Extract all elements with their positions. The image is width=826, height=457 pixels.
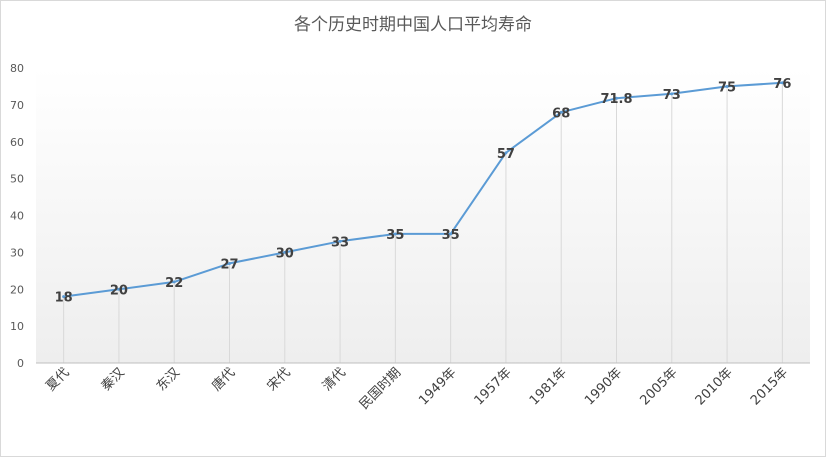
y-tick-label: 40 [10, 210, 24, 223]
data-label: 35 [442, 228, 460, 243]
x-tick-label: 1990年 [582, 365, 625, 408]
y-tick-label: 20 [10, 283, 24, 296]
series-line [63, 81, 783, 298]
data-point [62, 295, 66, 299]
x-tick-label: 1949年 [416, 365, 459, 408]
x-tick-label: 秦汉 [99, 365, 128, 394]
data-point [725, 84, 729, 88]
data-label: 68 [552, 106, 570, 121]
data-label: 71.8 [600, 92, 632, 107]
y-tick-label: 10 [10, 320, 24, 333]
data-label: 22 [165, 276, 183, 291]
x-tick-label: 2005年 [637, 365, 680, 408]
x-tick-label: 民国时期 [357, 365, 404, 412]
data-point [615, 96, 618, 100]
data-label: 57 [497, 147, 515, 162]
x-tick-label: 1981年 [527, 365, 570, 408]
data-point [780, 81, 784, 85]
x-tick-label: 2015年 [748, 365, 791, 408]
x-tick-label: 东汉 [154, 365, 183, 394]
y-tick-label: 50 [10, 173, 24, 186]
data-point [338, 239, 342, 243]
data-label: 27 [220, 257, 238, 272]
data-label: 30 [276, 246, 294, 261]
data-point [117, 287, 121, 291]
data-point [504, 151, 508, 155]
y-tick-label: 80 [10, 62, 24, 75]
data-point [670, 92, 674, 96]
y-tick-label: 30 [10, 246, 24, 259]
data-label: 18 [55, 291, 73, 306]
plot-area [36, 68, 810, 363]
y-tick-label: 70 [10, 99, 24, 112]
data-point [393, 232, 397, 236]
x-tick-label: 清代 [320, 365, 349, 394]
chart-title: 各个历史时期中国人口平均寿命 [294, 15, 532, 35]
x-tick-label: 夏代 [43, 365, 72, 394]
y-tick-label: 0 [17, 357, 24, 370]
data-label: 20 [110, 283, 128, 298]
x-tick-label: 1957年 [472, 365, 515, 408]
data-point [449, 232, 453, 236]
data-point [283, 250, 287, 254]
data-label: 33 [331, 235, 349, 250]
data-label: 73 [663, 88, 681, 103]
x-tick-label: 宋代 [265, 365, 294, 394]
y-tick-label: 60 [10, 136, 24, 149]
data-label: 75 [718, 80, 736, 95]
data-point [559, 110, 563, 114]
data-point [228, 261, 231, 265]
x-tick-label: 唐代 [209, 365, 239, 395]
data-label: 35 [386, 228, 404, 243]
data-point [172, 280, 176, 284]
x-tick-label: 2010年 [693, 365, 736, 408]
data-label: 76 [773, 77, 791, 92]
